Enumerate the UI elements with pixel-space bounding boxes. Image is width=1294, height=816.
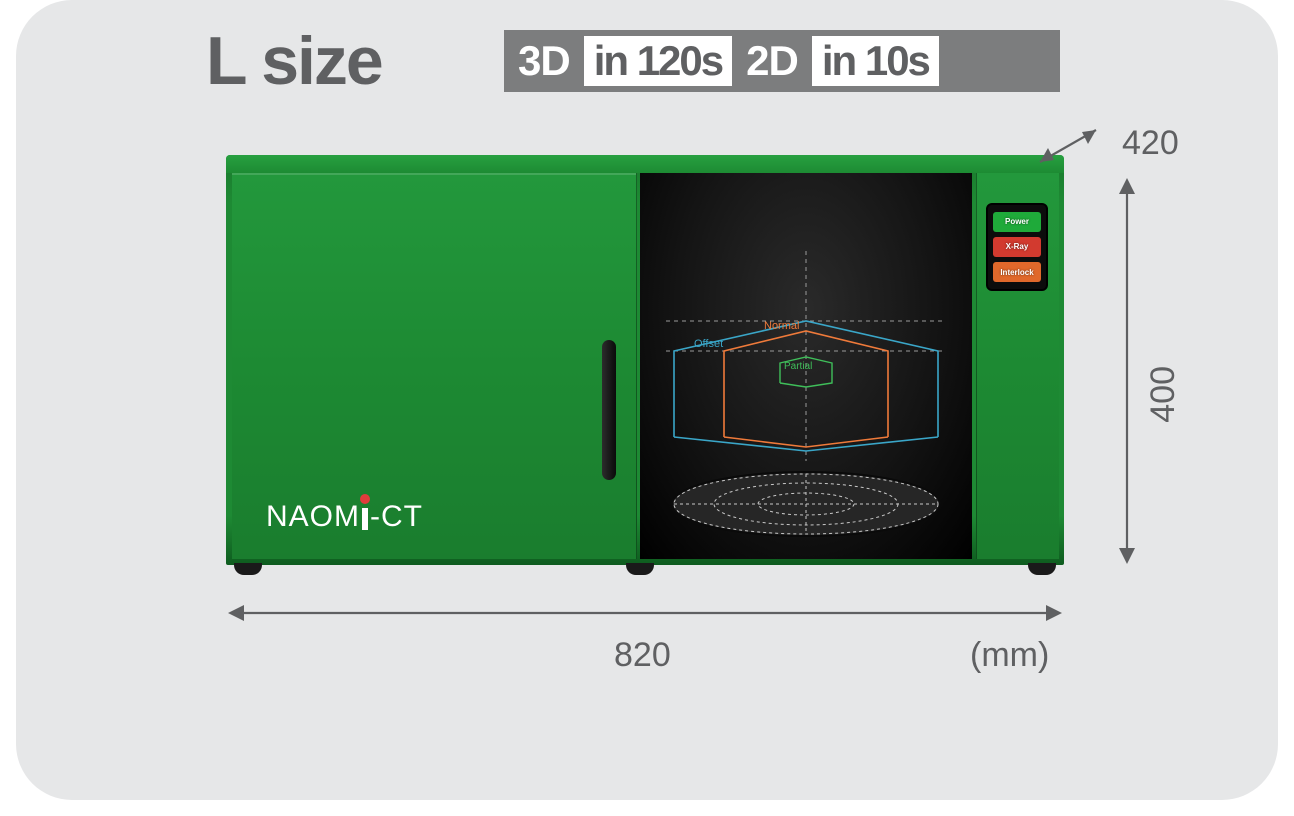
machine-lid: [226, 155, 1064, 173]
height-label: 400: [1144, 366, 1183, 423]
logo-text-right: -CT: [370, 500, 423, 534]
scan-chamber: Offset Normal Partial: [640, 173, 972, 559]
badge-2d: 2D: [732, 37, 812, 85]
foot-left: [234, 563, 262, 575]
brand-logo: NAOM -CT: [266, 500, 423, 534]
height-arrow-icon: [1112, 176, 1142, 566]
logo-i-icon: [362, 508, 368, 530]
scanner-machine: NAOM -CT Offset: [226, 155, 1064, 565]
indicator-interlock: Interlock: [993, 262, 1041, 282]
indicator-power: Power: [993, 212, 1041, 232]
badge-3d: 3D: [504, 37, 584, 85]
infographic-card: L size 3D in 120s 2D in 10s NAOM -CT: [16, 0, 1278, 800]
logo-dot-icon: [360, 494, 370, 504]
badge-2d-time: in 10s: [812, 36, 939, 86]
scan-zone-wireframe: Offset Normal Partial: [666, 291, 946, 461]
foot-right: [1028, 563, 1056, 575]
badge-2d-time-text: in 10s: [822, 36, 929, 86]
foot-mid: [626, 563, 654, 575]
width-arrow-icon: [226, 598, 1064, 628]
zone-partial-label: Partial: [784, 361, 812, 372]
zone-offset-label: Offset: [694, 338, 723, 350]
badge-3d-time-text: in 120s: [594, 36, 722, 86]
door-handle: [602, 340, 616, 480]
unit-label: (mm): [970, 636, 1049, 675]
indicator-panel: Power X-Ray Interlock: [986, 203, 1048, 291]
zone-normal-label: Normal: [764, 320, 799, 332]
width-label: 820: [614, 636, 671, 675]
depth-label: 420: [1122, 124, 1179, 163]
badge-3d-time: in 120s: [584, 36, 732, 86]
logo-text-left: NAOM: [266, 500, 360, 534]
turntable: [668, 467, 944, 541]
indicator-xray: X-Ray: [993, 237, 1041, 257]
size-title: L size: [206, 22, 382, 100]
timing-badge-bar: 3D in 120s 2D in 10s: [504, 30, 1060, 92]
